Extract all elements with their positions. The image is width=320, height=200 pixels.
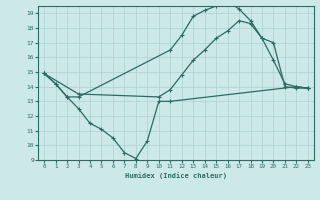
X-axis label: Humidex (Indice chaleur): Humidex (Indice chaleur) xyxy=(125,172,227,179)
